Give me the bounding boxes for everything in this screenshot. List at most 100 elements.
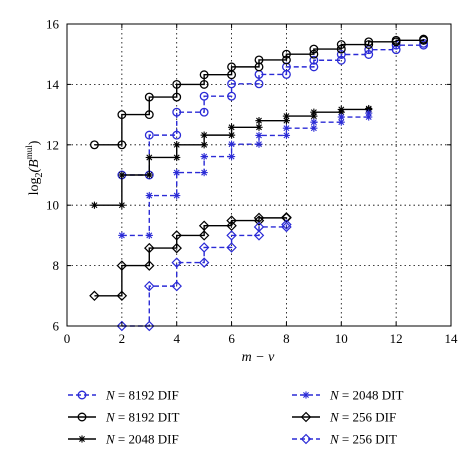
star-marker: [145, 171, 153, 179]
star-marker: [173, 191, 181, 200]
star-marker: [145, 191, 153, 200]
diamond-marker: [226, 215, 237, 226]
diamond-marker: [281, 219, 292, 230]
legend-label: N = 2048 DIT: [329, 388, 403, 403]
diamond-marker: [226, 242, 237, 253]
circle-marker: [89, 140, 99, 150]
series-n-2048-dif: [90, 104, 373, 209]
legend-item: N = 256 DIT: [292, 432, 397, 447]
y-tick-label: 16: [46, 17, 60, 32]
star-marker: [200, 131, 208, 139]
diamond-marker: [144, 260, 155, 271]
circle-marker: [254, 79, 264, 89]
circle-marker: [391, 37, 401, 47]
star-marker: [227, 131, 236, 139]
circle-marker: [144, 130, 154, 140]
star-marker: [145, 231, 153, 239]
series-n-8192-dif: [117, 38, 429, 180]
y-label-base: log: [27, 178, 42, 196]
star-marker: [255, 123, 263, 131]
star-marker: [282, 117, 291, 125]
x-tick-label: 8: [283, 331, 290, 346]
circle-marker: [336, 50, 346, 59]
circle-marker: [172, 130, 182, 140]
diamond-marker: [198, 242, 210, 253]
y-tick-label: 14: [46, 77, 60, 92]
circle-marker: [254, 55, 264, 65]
legend: N = 8192 DIF N = 8192 DIT N = 2048 DIF N = …: [68, 388, 403, 447]
circle-marker: [364, 50, 374, 59]
diamond-marker: [226, 220, 237, 231]
diamond-marker: [171, 257, 182, 268]
diamond-marker: [144, 320, 155, 332]
diamond-marker: [300, 433, 312, 445]
series-line: [121, 113, 370, 237]
diamond-marker: [144, 280, 155, 292]
star-marker: [227, 140, 236, 148]
star-marker: [337, 118, 345, 126]
star-marker: [310, 124, 318, 132]
ticks: 0 2 4 6 8 10 12 14 6 8 10 12 14 16: [46, 17, 458, 347]
x-tick-label: 2: [119, 331, 126, 346]
star-marker: [365, 113, 373, 121]
star-marker: [302, 391, 310, 399]
legend-label: N = 8192 DIF: [105, 388, 179, 403]
diamond-marker: [198, 220, 210, 231]
circle-marker: [419, 40, 429, 50]
diamond-marker: [89, 290, 100, 302]
plot-frame: [66, 23, 452, 327]
circle-marker: [364, 40, 374, 49]
circle-marker: [144, 110, 154, 120]
x-tick-label: 14: [445, 331, 459, 346]
diamond-marker: [281, 221, 292, 233]
series-line: [121, 43, 425, 176]
star-marker: [118, 231, 126, 239]
star-marker: [255, 117, 263, 125]
legend-item: N = 256 DIF: [292, 410, 396, 425]
circle-marker: [227, 91, 237, 101]
circle-marker: [309, 55, 319, 65]
circle-marker: [309, 62, 319, 72]
legend-item: N = 8192 DIT: [68, 410, 179, 425]
star-marker: [173, 141, 181, 149]
legend-label: N = 256 DIT: [329, 432, 397, 447]
star-marker: [227, 152, 236, 161]
star-marker: [255, 131, 263, 140]
circle-marker: [227, 79, 237, 89]
circle-marker: [199, 107, 209, 117]
circle-marker: [336, 55, 346, 65]
circle-marker: [336, 44, 346, 54]
x-tick-label: 4: [173, 331, 180, 346]
legend-item: N = 2048 DIF: [68, 432, 179, 447]
series-n-256-dit: [116, 219, 292, 332]
y-tick-label: 8: [53, 258, 60, 273]
circle-marker: [336, 40, 346, 49]
x-axis-label: m − ν: [242, 350, 276, 365]
star-marker: [200, 168, 208, 177]
series-n-256-dif: [89, 212, 292, 302]
circle-marker: [199, 70, 209, 80]
circle-marker: [77, 412, 87, 422]
star-marker: [173, 168, 181, 177]
star-marker: [227, 123, 236, 131]
diamond-marker: [171, 230, 182, 241]
circle-marker: [144, 92, 154, 102]
circle-marker: [309, 49, 319, 59]
x-tick-label: 6: [228, 331, 235, 346]
y-label-close: ): [27, 140, 42, 145]
diamond-marker: [116, 290, 128, 302]
star-marker: [118, 201, 126, 209]
circle-marker: [172, 107, 182, 117]
series-line: [94, 217, 288, 297]
diamond-marker: [198, 230, 210, 241]
star-marker: [310, 118, 318, 126]
series-n-8192-dit: [89, 34, 429, 150]
x-tick-label: 12: [390, 331, 403, 346]
diamond-marker: [253, 215, 265, 226]
diamond-marker: [300, 411, 312, 423]
circle-marker: [117, 110, 127, 120]
star-marker: [118, 171, 126, 179]
star-marker: [310, 112, 318, 120]
legend-label: N = 8192 DIT: [105, 410, 179, 425]
